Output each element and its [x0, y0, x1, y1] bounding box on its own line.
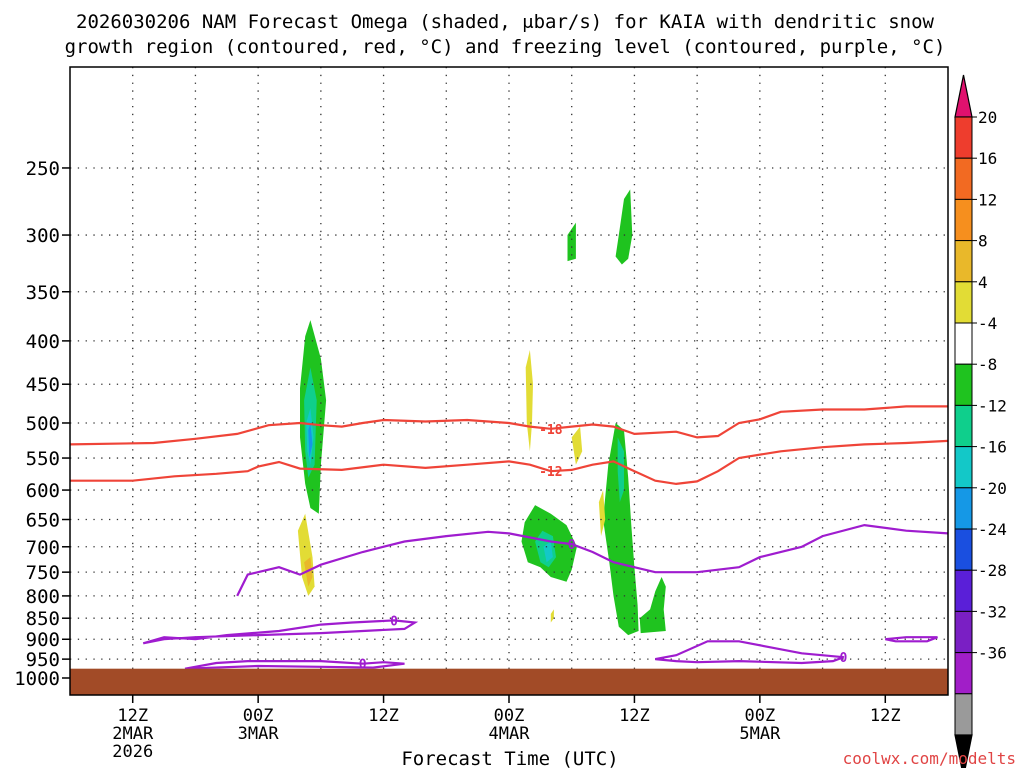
ground-surface [70, 668, 948, 695]
omega-region-4-16 [598, 490, 606, 537]
chart-title-line2: growth region (contoured, red, °C) and f… [65, 36, 946, 58]
chart-title-line1: 2026030206 NAM Forecast Omega (shaded, μ… [76, 11, 934, 33]
contour-label-1: -12 [539, 465, 562, 480]
colorbar-top-arrow [954, 74, 973, 118]
temperature-contours: -18 -12 0 0 0 0 [69, 405, 949, 673]
ytick-label-650: 650 [26, 510, 60, 532]
ytick-label-1000: 1000 [14, 668, 60, 690]
ytick-label-550: 550 [26, 448, 60, 470]
xtick-label-18-1: 3MAR [238, 724, 280, 744]
contour-3 [142, 619, 419, 645]
omega-region--4-12 [567, 222, 576, 262]
omega-region--4-9 [603, 423, 639, 636]
colorbar-label-6: -8 [978, 355, 997, 374]
colorbar-swatch-10 [954, 487, 973, 530]
colorbar-swatch-9 [954, 446, 973, 489]
colorbar-swatch-15 [954, 693, 973, 736]
omega-region--4-13 [639, 577, 666, 634]
colorbar-label-1: 16 [978, 149, 997, 168]
colorbar-swatch-11 [954, 528, 973, 571]
contour-2 [236, 523, 949, 597]
contour-label-0: -18 [539, 423, 563, 438]
omega-region-4-14 [525, 350, 533, 452]
colorbar-label-5: -4 [978, 314, 997, 333]
colorbar-swatch-13 [954, 610, 973, 654]
ytick-label-250: 250 [26, 158, 60, 180]
contour-4 [184, 659, 405, 670]
colorbar-label-13: -36 [978, 644, 1007, 663]
colorbar-label-4: 4 [978, 273, 988, 292]
ytick-label-750: 750 [26, 562, 60, 584]
colorbar-swatch-2 [954, 157, 973, 200]
contour-5 [655, 640, 844, 665]
omega-region--4-11 [615, 189, 633, 265]
omega-region-4-4 [297, 513, 315, 596]
contour-label-5: 0 [840, 651, 848, 666]
ytick-label-350: 350 [26, 282, 60, 304]
colorbar-swatch-14 [954, 652, 973, 695]
ytick-label-300: 300 [26, 225, 60, 247]
xtick-label-6-0: 12Z [117, 706, 148, 726]
colorbar-swatch-12 [954, 569, 973, 612]
xtick-label-18-0: 00Z [243, 706, 274, 726]
ytick-label-600: 600 [26, 480, 60, 502]
xtick-label-6-1: 2MAR [112, 724, 154, 744]
colorbar-swatch-3 [954, 198, 973, 242]
colorbar-bottom-arrow [954, 734, 973, 768]
colorbar-label-11: -28 [978, 561, 1007, 580]
ytick-label-400: 400 [26, 331, 60, 353]
contour-label-4: 0 [359, 658, 367, 673]
xtick-label-30-0: 12Z [368, 706, 399, 726]
xtick-label-54-0: 12Z [619, 706, 650, 726]
colorbar-label-8: -16 [978, 438, 1007, 457]
xtick-label-66-1: 5MAR [739, 724, 781, 744]
colorbar-swatch-7 [954, 363, 973, 406]
x-axis-label: Forecast Time (UTC) [401, 748, 618, 768]
colorbar-label-10: -24 [978, 520, 1007, 539]
ytick-label-900: 900 [26, 629, 60, 651]
ytick-label-850: 850 [26, 608, 60, 630]
omega-region--16-3 [308, 423, 313, 458]
colorbar-swatch-6 [954, 322, 973, 365]
omega-colorbar: 20 16 12 8 4 -4 -8 -12 -16 -20 -24 -28 -32 -36 [954, 74, 1007, 768]
contour-6 [885, 636, 938, 643]
contour-0 [69, 405, 948, 446]
colorbar-label-3: 8 [978, 232, 988, 251]
omega-region-4-15 [571, 426, 583, 465]
ytick-label-450: 450 [26, 374, 60, 396]
watermark: coolwx.com/modelts [843, 749, 1016, 768]
xtick-label-42-0: 00Z [494, 706, 525, 726]
gridlines [70, 67, 948, 695]
xtick-label-78-0: 12Z [870, 706, 901, 726]
colorbar-swatch-4 [954, 240, 973, 283]
colorbar-label-0: 20 [978, 108, 997, 127]
xtick-label-6-2: 2026 [112, 742, 153, 762]
colorbar-swatch-5 [954, 281, 973, 324]
contour-label-3: 0 [390, 614, 398, 629]
colorbar-label-12: -32 [978, 602, 1007, 621]
ytick-label-700: 700 [26, 537, 60, 559]
colorbar-label-9: -20 [978, 479, 1007, 498]
omega-shading [297, 189, 666, 636]
colorbar-label-2: 12 [978, 190, 997, 209]
xtick-label-42-1: 4MAR [489, 724, 531, 744]
colorbar-label-7: -12 [978, 396, 1007, 415]
ytick-label-800: 800 [26, 586, 60, 608]
ytick-label-500: 500 [26, 413, 60, 435]
ytick-label-950: 950 [26, 649, 60, 671]
contour-label-2: 0 [568, 538, 576, 553]
y-axis-pressure-ticks: 2503003504004505005506006507007508008509… [14, 158, 70, 690]
omega-region--8-10 [617, 437, 624, 503]
colorbar-swatch-8 [954, 404, 973, 448]
contour-1 [70, 439, 949, 486]
omega-region-4-17 [550, 609, 554, 623]
colorbar-swatch-1 [954, 116, 973, 159]
xtick-label-66-0: 00Z [744, 706, 775, 726]
